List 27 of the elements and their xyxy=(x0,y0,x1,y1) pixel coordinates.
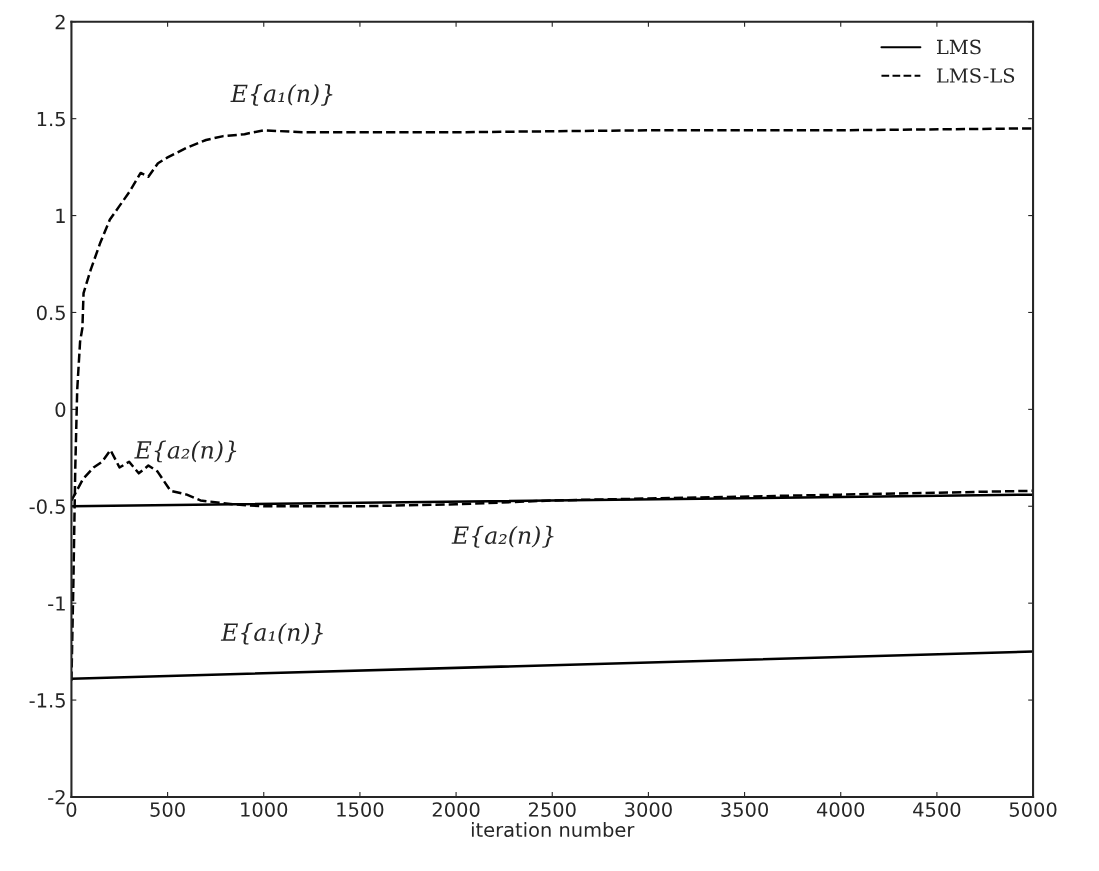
y-tick-label: 0 xyxy=(55,402,66,418)
y-tick-label: -1 xyxy=(48,596,65,611)
x-tick-label: 5000 xyxy=(1009,802,1057,817)
annotation: E{a₁(n)} xyxy=(220,622,323,645)
y-tick-label: -0.5 xyxy=(29,499,65,514)
annotation: E{a₂(n)} xyxy=(451,525,554,548)
x-tick-label: 4000 xyxy=(816,802,865,817)
annotation: E{a₁(n)} xyxy=(230,83,333,106)
y-tick-label: -1.5 xyxy=(29,693,65,708)
y-tick-label: 1 xyxy=(56,208,65,223)
x-tick-label: 2000 xyxy=(432,802,480,817)
y-tick-label: -2 xyxy=(48,789,65,805)
y-tick-label: 0.5 xyxy=(36,305,65,321)
x-tick-label: 1000 xyxy=(241,802,288,817)
x-tick-label: 4500 xyxy=(913,802,961,817)
x-axis-title: iteration number xyxy=(471,822,635,838)
annotation: E{a₂(n)} xyxy=(134,440,237,463)
x-tick-label: 1500 xyxy=(337,802,384,817)
y-tick-label: 1.5 xyxy=(37,111,65,127)
x-tick-label: 2500 xyxy=(528,802,576,817)
x-tick-label: 0 xyxy=(66,802,77,817)
x-tick-label: 500 xyxy=(150,802,185,817)
x-tick-label: 3500 xyxy=(721,802,769,817)
legend-label: LMS-LS xyxy=(936,68,1015,83)
y-tick-label: 2 xyxy=(55,14,65,30)
x-tick-label: 3000 xyxy=(625,802,672,817)
legend-label: LMS xyxy=(936,39,981,55)
